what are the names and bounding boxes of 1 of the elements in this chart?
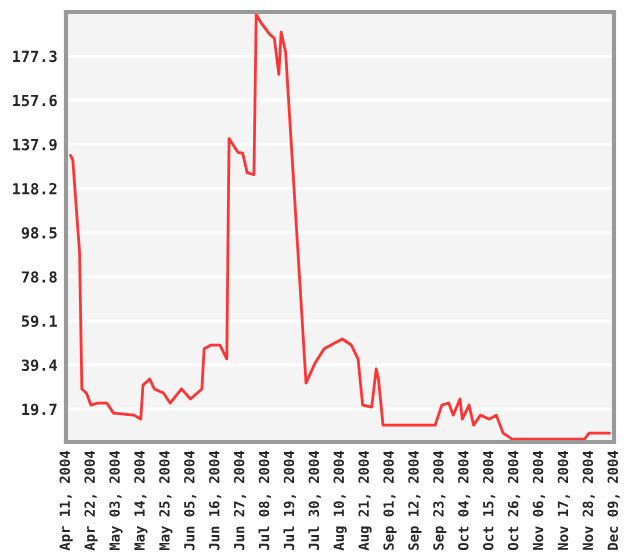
line-series [69,12,611,441]
